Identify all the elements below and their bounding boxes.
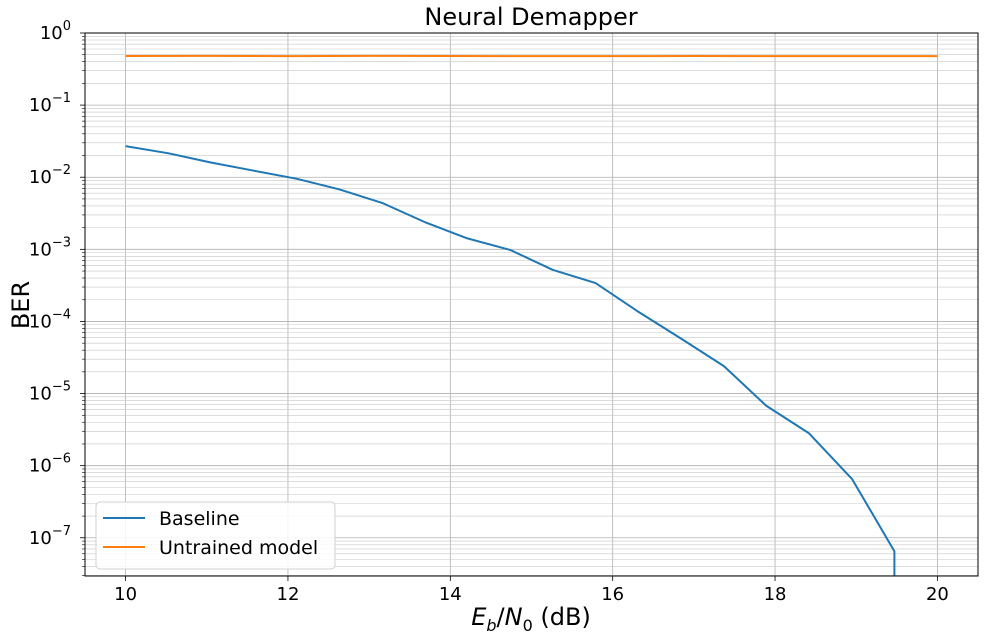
plot-frame xyxy=(84,32,979,577)
legend: Baseline Untrained model xyxy=(95,501,336,570)
y-tick-label: 10−2 xyxy=(29,163,71,188)
legend-box xyxy=(95,501,336,570)
y-tick-label: 100 xyxy=(40,19,71,44)
y-axis-label: BER xyxy=(7,281,35,329)
ticks-layer: 10 12 14 16 18 20 100 10−1 10−2 10−3 10−4 10−5 10−6 1… xyxy=(29,19,949,605)
y-tick-label: 10−4 xyxy=(29,307,71,332)
y-tick-label: 10−5 xyxy=(29,380,71,405)
x-tick-label: 20 xyxy=(926,584,949,605)
y-tick-label: 10−1 xyxy=(29,91,71,116)
grid-lines xyxy=(85,32,978,576)
legend-label-baseline: Baseline xyxy=(159,508,240,530)
y-tick-label: 10−6 xyxy=(29,452,71,477)
y-tick-label: 10−3 xyxy=(29,235,71,260)
x-tick-label: 12 xyxy=(277,584,300,605)
chart-title: Neural Demapper xyxy=(424,3,637,31)
x-tick-label: 16 xyxy=(601,584,624,605)
x-tick-label: 10 xyxy=(114,584,137,605)
x-tick-label: 14 xyxy=(439,584,462,605)
series-layer xyxy=(125,54,938,576)
x-axis-label: Eb/N0 (dB) xyxy=(471,603,591,635)
x-tick-label: 18 xyxy=(764,584,787,605)
y-tick-label: 10−7 xyxy=(29,524,71,549)
series-line-baseline xyxy=(125,145,896,576)
legend-label-untrained: Untrained model xyxy=(159,537,318,559)
